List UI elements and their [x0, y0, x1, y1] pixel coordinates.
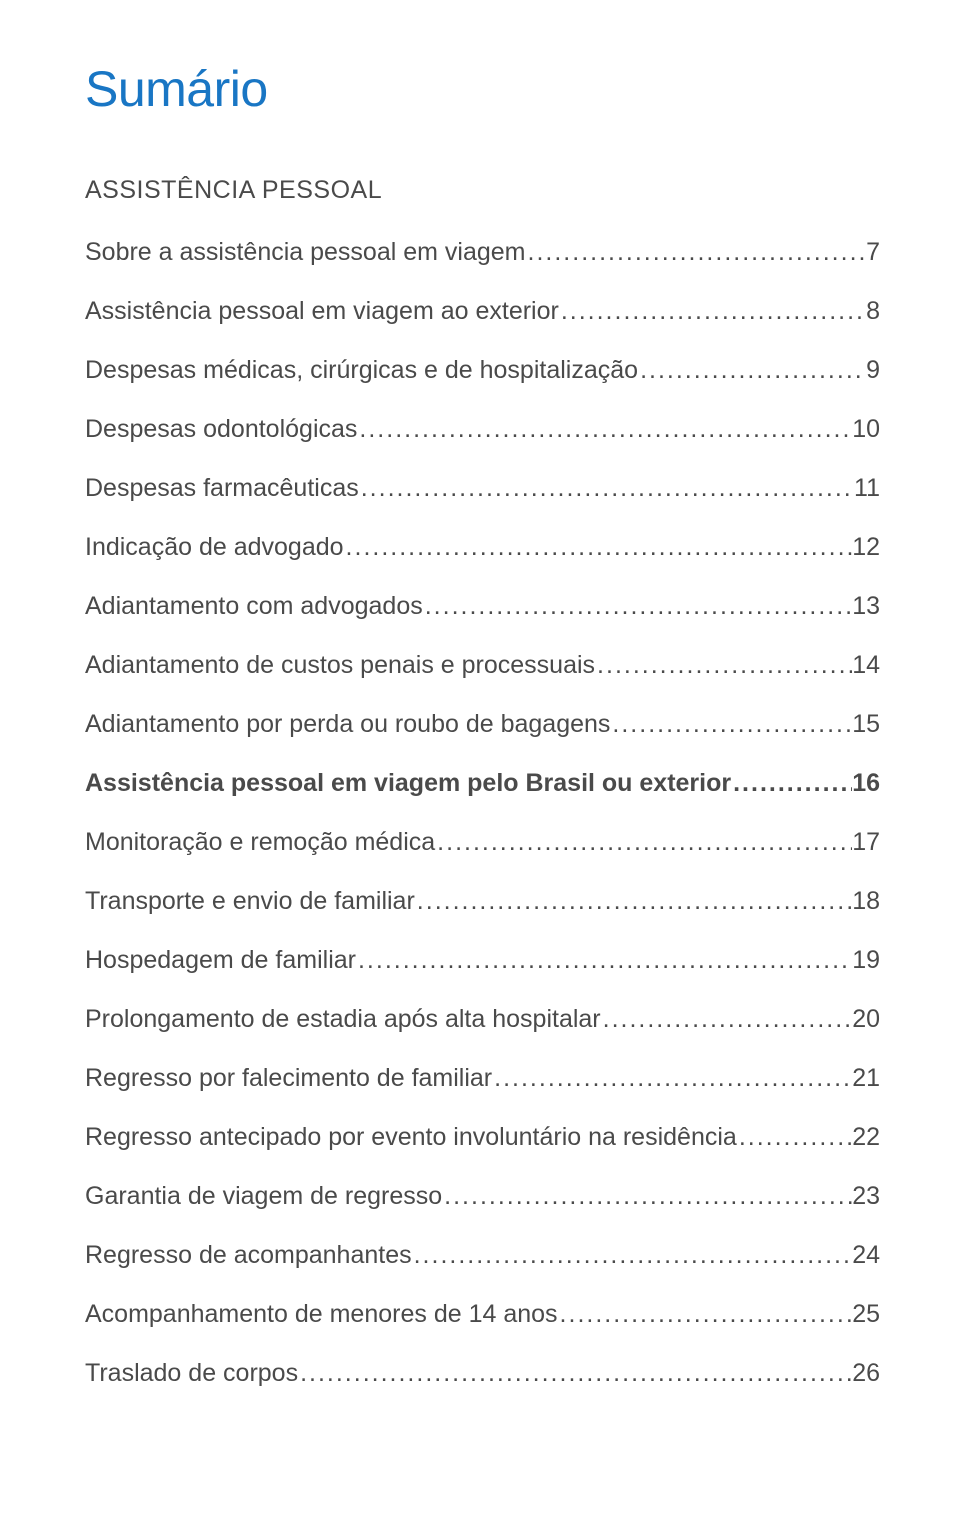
- toc-page-number: 23: [852, 1179, 880, 1214]
- toc-label: Adiantamento de custos penais e processu…: [85, 648, 595, 683]
- toc-leader-dots: [423, 589, 852, 624]
- toc-label: Adiantamento com advogados: [85, 589, 423, 624]
- toc-label: Indicação de advogado: [85, 530, 344, 565]
- toc-label: Despesas farmacêuticas: [85, 471, 359, 506]
- toc-label: Transporte e envio de familiar: [85, 884, 415, 919]
- toc-row: Adiantamento por perda ou roubo de bagag…: [85, 707, 880, 742]
- toc-row: Acompanhamento de menores de 14 anos 25: [85, 1297, 880, 1332]
- toc-page-number: 16: [852, 766, 880, 801]
- toc-label: Prolongamento de estadia após alta hospi…: [85, 1002, 601, 1037]
- toc-row: Regresso antecipado por evento involuntá…: [85, 1120, 880, 1155]
- toc-list: Sobre a assistência pessoal em viagem 7 A…: [85, 235, 880, 1391]
- toc-page-number: 22: [852, 1120, 880, 1155]
- toc-page-number: 13: [852, 589, 880, 624]
- toc-page-number: 20: [852, 1002, 880, 1037]
- toc-row: Traslado de corpos 26: [85, 1356, 880, 1391]
- toc-label: Despesas odontológicas: [85, 412, 357, 447]
- toc-row: Despesas médicas, cirúrgicas e de hospit…: [85, 353, 880, 388]
- toc-page-number: 19: [852, 943, 880, 978]
- toc-leader-dots: [559, 294, 866, 329]
- toc-row: Regresso de acompanhantes 24: [85, 1238, 880, 1273]
- toc-page-number: 21: [852, 1061, 880, 1096]
- toc-label: Regresso antecipado por evento involuntá…: [85, 1120, 737, 1155]
- toc-page-number: 26: [852, 1356, 880, 1391]
- toc-leader-dots: [344, 530, 853, 565]
- toc-row: Sobre a assistência pessoal em viagem 7: [85, 235, 880, 270]
- toc-leader-dots: [359, 471, 854, 506]
- toc-row: Regresso por falecimento de familiar 21: [85, 1061, 880, 1096]
- toc-page-number: 24: [852, 1238, 880, 1273]
- toc-row: Indicação de advogado 12: [85, 530, 880, 565]
- toc-leader-dots: [415, 884, 852, 919]
- toc-label: Monitoração e remoção médica: [85, 825, 435, 860]
- toc-leader-dots: [442, 1179, 852, 1214]
- toc-leader-dots: [638, 353, 866, 388]
- toc-page-number: 14: [852, 648, 880, 683]
- toc-page-number: 25: [852, 1297, 880, 1332]
- toc-leader-dots: [731, 766, 852, 801]
- toc-label: Despesas médicas, cirúrgicas e de hospit…: [85, 353, 638, 388]
- toc-row: Despesas farmacêuticas 11: [85, 471, 880, 506]
- toc-row: Adiantamento de custos penais e processu…: [85, 648, 880, 683]
- toc-label: Assistência pessoal em viagem pelo Brasi…: [85, 766, 731, 801]
- toc-leader-dots: [357, 412, 852, 447]
- toc-label: Acompanhamento de menores de 14 anos: [85, 1297, 558, 1332]
- toc-page-number: 15: [852, 707, 880, 742]
- toc-leader-dots: [601, 1002, 853, 1037]
- toc-label: Traslado de corpos: [85, 1356, 298, 1391]
- page-title: Sumário: [85, 60, 880, 118]
- toc-page-number: 9: [866, 353, 880, 388]
- toc-label: Hospedagem de familiar: [85, 943, 356, 978]
- toc-label: Adiantamento por perda ou roubo de bagag…: [85, 707, 610, 742]
- toc-page-number: 17: [852, 825, 880, 860]
- toc-row: Monitoração e remoção médica 17: [85, 825, 880, 860]
- toc-row: Despesas odontológicas 10: [85, 412, 880, 447]
- toc-row: Assistência pessoal em viagem pelo Brasi…: [85, 766, 880, 801]
- toc-label: Regresso de acompanhantes: [85, 1238, 412, 1273]
- toc-page-number: 7: [866, 235, 880, 270]
- toc-label: Sobre a assistência pessoal em viagem: [85, 235, 526, 270]
- toc-row: Prolongamento de estadia após alta hospi…: [85, 1002, 880, 1037]
- toc-leader-dots: [492, 1061, 852, 1096]
- toc-page-number: 18: [852, 884, 880, 919]
- toc-row: Transporte e envio de familiar 18: [85, 884, 880, 919]
- toc-row: Assistência pessoal em viagem ao exterio…: [85, 294, 880, 329]
- toc-page-number: 10: [852, 412, 880, 447]
- toc-leader-dots: [356, 943, 852, 978]
- section-heading: ASSISTÊNCIA PESSOAL: [85, 176, 880, 205]
- toc-page-number: 11: [854, 471, 880, 506]
- toc-leader-dots: [526, 235, 867, 270]
- toc-row: Adiantamento com advogados 13: [85, 589, 880, 624]
- toc-leader-dots: [558, 1297, 853, 1332]
- toc-row: Garantia de viagem de regresso 23: [85, 1179, 880, 1214]
- toc-label: Garantia de viagem de regresso: [85, 1179, 442, 1214]
- toc-page-number: 12: [852, 530, 880, 565]
- toc-leader-dots: [412, 1238, 853, 1273]
- toc-label: Assistência pessoal em viagem ao exterio…: [85, 294, 559, 329]
- toc-page-number: 8: [866, 294, 880, 329]
- toc-leader-dots: [435, 825, 852, 860]
- toc-label: Regresso por falecimento de familiar: [85, 1061, 492, 1096]
- toc-leader-dots: [595, 648, 852, 683]
- toc-leader-dots: [298, 1356, 852, 1391]
- toc-leader-dots: [737, 1120, 852, 1155]
- toc-leader-dots: [610, 707, 852, 742]
- toc-row: Hospedagem de familiar 19: [85, 943, 880, 978]
